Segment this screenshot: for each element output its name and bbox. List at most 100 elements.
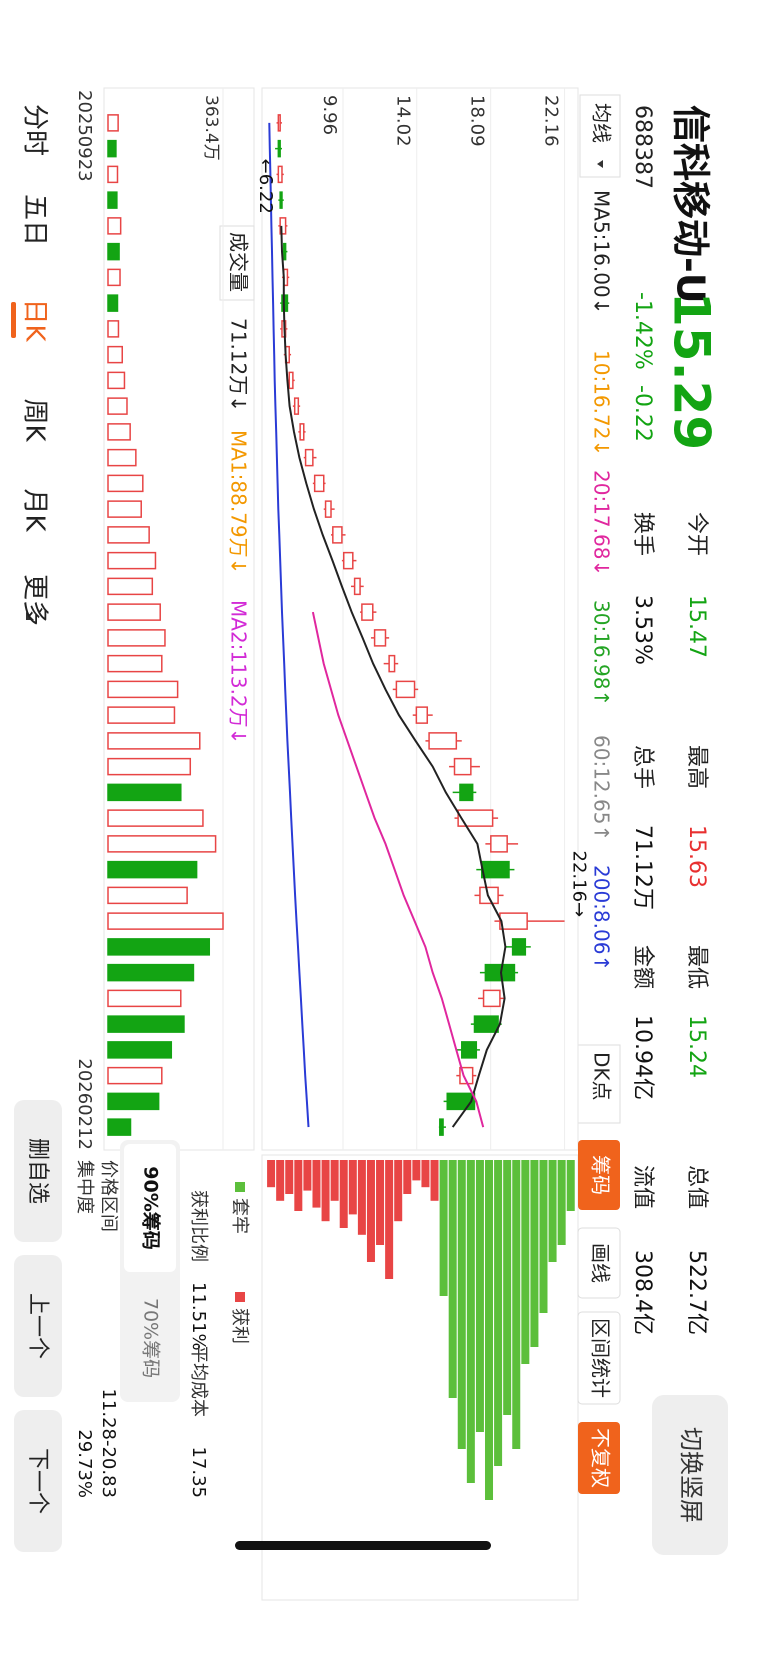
volume-bar bbox=[107, 551, 157, 570]
change-pct: -1.42% bbox=[630, 292, 655, 370]
volume-bar bbox=[107, 1118, 132, 1136]
chip-bar bbox=[512, 1160, 521, 1449]
volume-bar bbox=[107, 114, 119, 132]
chip-bar bbox=[321, 1160, 330, 1222]
candle-body bbox=[324, 500, 332, 518]
volume-bar bbox=[107, 886, 188, 905]
selector-box[interactable] bbox=[579, 94, 621, 178]
period-tab[interactable]: 分时 bbox=[20, 104, 50, 156]
chip-tab: 70%筹码 bbox=[140, 1298, 162, 1378]
period-tab[interactable]: 日K bbox=[20, 298, 50, 342]
period-tab[interactable]: 更多 bbox=[20, 574, 50, 626]
stat-value: 522.7亿 bbox=[684, 1250, 709, 1335]
chip-bar bbox=[348, 1160, 357, 1215]
volume-bar bbox=[107, 680, 179, 699]
button-bg[interactable] bbox=[652, 1395, 728, 1555]
volume-bar bbox=[107, 989, 182, 1008]
candle-body bbox=[484, 963, 516, 982]
chip-tab-active[interactable] bbox=[124, 1144, 176, 1272]
period-tab[interactable]: 五日 bbox=[20, 194, 50, 246]
volume-legend: MA2:113.2万↓ bbox=[227, 600, 251, 744]
chip-bar bbox=[330, 1160, 339, 1201]
home-indicator bbox=[235, 1541, 491, 1550]
period-tab[interactable]: 月K bbox=[20, 488, 50, 532]
stat-label: 今开 bbox=[684, 512, 709, 556]
volume-selector: 成交量 bbox=[227, 232, 251, 292]
volume-bar bbox=[107, 242, 120, 261]
candle-body bbox=[482, 989, 501, 1008]
chip-bar bbox=[303, 1160, 312, 1191]
chip-bar bbox=[494, 1160, 503, 1466]
stat-value: 15.24 bbox=[684, 1015, 709, 1078]
y-tick-label: 22.16 bbox=[541, 95, 562, 147]
chip-bar bbox=[421, 1160, 430, 1188]
volume-bar bbox=[107, 912, 224, 930]
candle-body bbox=[332, 526, 343, 544]
chip-bar bbox=[412, 1160, 421, 1181]
volume-bar bbox=[107, 139, 117, 158]
chip-bar bbox=[385, 1160, 394, 1279]
chip-bar bbox=[394, 1160, 403, 1222]
candle-body bbox=[388, 654, 396, 673]
info-value: 29.73% bbox=[74, 1429, 95, 1498]
volume-bar bbox=[107, 165, 119, 184]
volume-bar bbox=[107, 629, 166, 647]
button-bg[interactable] bbox=[14, 1100, 62, 1242]
stat-label: 最高 bbox=[684, 745, 709, 789]
y-tick-label: 363.4万 bbox=[201, 95, 221, 161]
volume-bar bbox=[107, 1092, 160, 1111]
stat-label: 流值 bbox=[630, 1165, 655, 1209]
volume-bar bbox=[107, 500, 142, 518]
y-tick-label: 18.09 bbox=[467, 95, 488, 147]
candle-body bbox=[277, 114, 281, 132]
volume-legend: MA1:88.79万↓ bbox=[227, 430, 251, 574]
chip-legend: 套牢 bbox=[229, 1198, 250, 1234]
candle-body bbox=[299, 423, 305, 441]
stock-code: 688387 bbox=[630, 105, 655, 189]
legend-swatch bbox=[235, 1292, 245, 1302]
button-bg[interactable] bbox=[14, 1410, 62, 1552]
volume-bar bbox=[107, 1015, 185, 1033]
min-annotation: ←6.22 bbox=[255, 159, 276, 214]
candle-body bbox=[342, 551, 354, 570]
chip-bar bbox=[457, 1160, 466, 1449]
period-tab[interactable]: 周K bbox=[20, 398, 50, 442]
volume-selector-box[interactable] bbox=[219, 225, 255, 301]
candle-body bbox=[415, 706, 429, 724]
chip-bar bbox=[366, 1160, 375, 1262]
candle-body bbox=[473, 1015, 499, 1033]
candle-body bbox=[353, 577, 361, 596]
legend-swatch bbox=[235, 1182, 245, 1192]
max-annotation: 22.16→ bbox=[569, 851, 590, 918]
volume-bar bbox=[107, 474, 144, 493]
tab-label: 筹码 bbox=[589, 1155, 613, 1195]
volume-legend: 71.12万↓ bbox=[227, 318, 251, 412]
candle-body bbox=[459, 783, 474, 802]
tab-bg[interactable] bbox=[578, 1140, 620, 1210]
volume-bar bbox=[107, 835, 217, 853]
volume-bar bbox=[107, 809, 204, 827]
volume-bar bbox=[107, 732, 201, 750]
tab-bg[interactable] bbox=[577, 1311, 621, 1405]
info-label: 获利比例 bbox=[188, 1190, 209, 1262]
volume-bar bbox=[107, 294, 119, 312]
button-bg[interactable] bbox=[14, 1255, 62, 1397]
button-label[interactable]: 上一个 bbox=[25, 1293, 50, 1359]
volume-bar bbox=[107, 1041, 173, 1059]
chip-bar bbox=[357, 1160, 366, 1235]
volume-bar bbox=[107, 397, 128, 415]
button-label[interactable]: 下一个 bbox=[25, 1448, 50, 1514]
volume-bar bbox=[107, 706, 176, 724]
button-label[interactable]: 删自选 bbox=[25, 1138, 50, 1204]
volume-bar bbox=[107, 268, 121, 287]
chip-bar bbox=[285, 1160, 294, 1194]
info-label: 平均成本 bbox=[188, 1345, 209, 1417]
chip-bar bbox=[521, 1160, 530, 1364]
candle-body bbox=[288, 371, 294, 390]
tab-bg[interactable] bbox=[578, 1422, 620, 1494]
stat-label: 总值 bbox=[684, 1165, 709, 1209]
stat-value: 15.63 bbox=[684, 825, 709, 888]
ma-legend: MA5:16.00↓ bbox=[590, 190, 614, 314]
tab-bg[interactable] bbox=[577, 1227, 621, 1299]
